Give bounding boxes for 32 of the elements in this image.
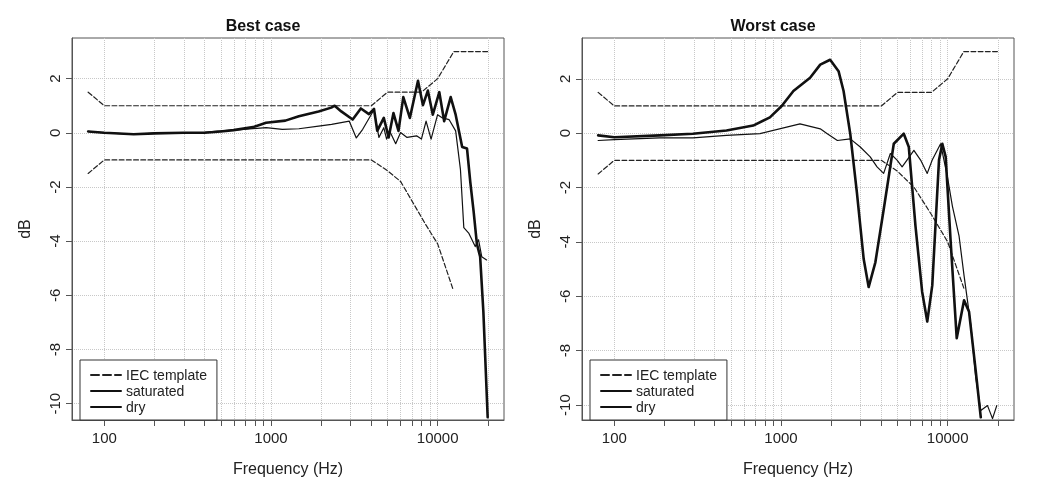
y-axis-title: dB	[525, 219, 543, 239]
chart-title: Worst case	[730, 16, 816, 34]
x-tick-label: 100	[91, 429, 117, 446]
y-tick-label: -10	[46, 392, 63, 415]
y-tick-label: -4	[556, 235, 573, 249]
x-tick-label: 10000	[926, 429, 969, 446]
x-axis-title: Frequency (Hz)	[742, 459, 854, 477]
y-tick-label: -10	[556, 394, 573, 416]
y-tick-label: -4	[46, 234, 63, 248]
y-tick-label: -6	[556, 289, 573, 303]
legend-label: dry	[126, 399, 146, 415]
y-tick-label: 0	[556, 128, 573, 138]
x-axis-title: Frequency (Hz)	[232, 459, 344, 477]
x-tick-label: 100	[601, 429, 627, 446]
x-tick-label: 1000	[764, 429, 798, 446]
y-tick-label: 0	[46, 128, 63, 137]
legend-label: IEC template	[126, 367, 208, 383]
legend-label: IEC template	[636, 367, 718, 383]
y-tick-label: 2	[46, 74, 63, 83]
x-tick-label: 1000	[254, 429, 288, 446]
y-tick-label: -8	[556, 344, 573, 358]
y-tick-label: -2	[556, 180, 573, 195]
y-tick-label: 2	[556, 74, 573, 83]
chart-title: Best case	[225, 16, 301, 34]
legend-label: saturated	[636, 383, 695, 399]
y-axis-title: dB	[15, 219, 33, 239]
legend-label: saturated	[126, 383, 185, 399]
legend-label: dry	[636, 399, 656, 415]
x-tick-label: 10000	[416, 429, 459, 446]
y-tick-label: -6	[46, 288, 63, 303]
y-tick-label: -8	[46, 342, 63, 357]
y-tick-label: -2	[46, 180, 63, 194]
